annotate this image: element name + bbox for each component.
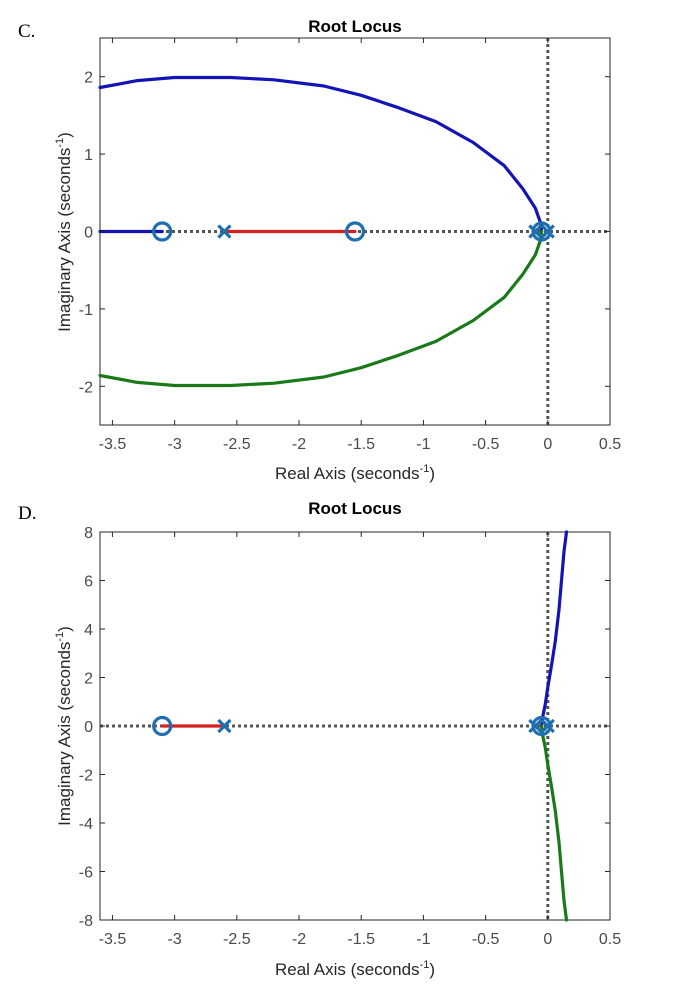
x-axis-label-main: Real Axis (seconds: [275, 960, 420, 979]
x-axis-label-tail: ): [429, 960, 435, 979]
y-axis-label-main: Imaginary Axis (seconds: [55, 148, 74, 332]
pole-marker: [540, 224, 555, 239]
x-ticks: -3.5 -3 -2.5 -2 -1.5 -1 -0.5 0 0.5: [99, 38, 621, 453]
x-axis-label-sup: -1: [420, 463, 430, 475]
pole-marker: [217, 718, 232, 734]
locus-branch: [98, 75, 544, 234]
x-tick-label: -2.5: [223, 436, 251, 453]
x-tick-label: -0.5: [472, 436, 500, 453]
x-tick-label: -3: [168, 931, 182, 948]
y-axis-label-main: Imaginary Axis (seconds: [55, 642, 74, 826]
x-tick-label: -1.5: [347, 931, 375, 948]
y-ticks: -8 -6 -4 -2 0 2 4 6 8: [79, 525, 610, 930]
x-tick-label: 0.5: [599, 931, 621, 948]
y-tick-label: -1: [79, 302, 93, 319]
pole-marker: [217, 224, 232, 239]
pole-marker: [528, 718, 543, 734]
x-tick-label: -1: [416, 931, 430, 948]
x-tick-label: -1: [416, 436, 430, 453]
series-layer: [98, 75, 544, 388]
locus-branch: [98, 229, 544, 388]
y-tick-label: 1: [84, 147, 93, 164]
x-ticks: -3.5 -3 -2.5 -2 -1.5 -1 -0.5 0 0.5: [99, 532, 621, 948]
x-axis-label-sup: -1: [420, 959, 430, 971]
zero-marker: [531, 221, 552, 242]
x-tick-label: -3: [168, 436, 182, 453]
y-tick-label: 6: [84, 574, 93, 591]
pole-marker: [528, 224, 543, 239]
y-tick-label: -2: [79, 768, 93, 785]
x-tick-label: -0.5: [472, 931, 500, 948]
x-axis-label-tail: ): [429, 464, 435, 483]
y-tick-label: 8: [84, 525, 93, 542]
x-tick-label: 0: [543, 931, 552, 948]
y-tick-label: 0: [84, 719, 93, 736]
y-axis-label-tail: ): [55, 626, 74, 632]
chart-title: Root Locus: [308, 499, 402, 518]
zero-marker: [344, 221, 366, 242]
y-tick-label: -4: [79, 816, 93, 833]
x-axis-label: Real Axis (seconds-1): [275, 463, 435, 483]
y-axis-label-sup: -1: [54, 632, 66, 642]
x-tick-label: 0: [543, 436, 552, 453]
x-tick-label: -2: [292, 931, 306, 948]
x-axis-label-main: Real Axis (seconds: [275, 464, 420, 483]
y-tick-label: 2: [84, 671, 93, 688]
series-layer: [160, 530, 569, 922]
y-ticks: -2 -1 0 1 2: [79, 70, 610, 396]
y-axis-label-tail: ): [55, 132, 74, 138]
y-tick-label: 4: [84, 622, 93, 639]
zero-marker: [531, 715, 552, 737]
y-axis-label: Imaginary Axis (seconds-1): [54, 132, 74, 332]
pole-marker: [540, 718, 555, 734]
locus-branch: [540, 530, 569, 728]
panel-letter: D.: [18, 503, 36, 524]
x-tick-label: -2.5: [223, 931, 251, 948]
x-tick-label: 0.5: [599, 436, 621, 453]
panel-d: D. Root Locus -3.5 -3 -2.5 -2 -1.5 -1 -0.5 0 0.5…: [18, 499, 621, 979]
marker-layer: [152, 715, 555, 737]
x-tick-label: -3.5: [99, 436, 127, 453]
chart-title: Root Locus: [308, 17, 402, 36]
panel-c: C. Root Locus -3.5 -3 -2.5 -2 -1.5 -1 -0.5 0 0.5…: [18, 17, 621, 483]
x-tick-label: -3.5: [99, 931, 127, 948]
y-axis-label: Imaginary Axis (seconds-1): [54, 626, 74, 826]
y-tick-label: -8: [79, 913, 93, 930]
zero-marker: [152, 715, 173, 737]
x-tick-label: -1.5: [347, 436, 375, 453]
marker-layer: [152, 221, 555, 242]
y-axis-label-sup: -1: [54, 138, 66, 148]
y-tick-label: 2: [84, 70, 93, 87]
y-tick-label: -2: [79, 379, 93, 396]
y-tick-label: 0: [84, 225, 93, 242]
y-tick-label: -6: [79, 865, 93, 882]
x-axis-label: Real Axis (seconds-1): [275, 959, 435, 979]
panel-letter: C.: [18, 21, 35, 42]
x-tick-label: -2: [292, 436, 306, 453]
zero-marker: [152, 221, 173, 242]
locus-branch: [540, 724, 569, 922]
